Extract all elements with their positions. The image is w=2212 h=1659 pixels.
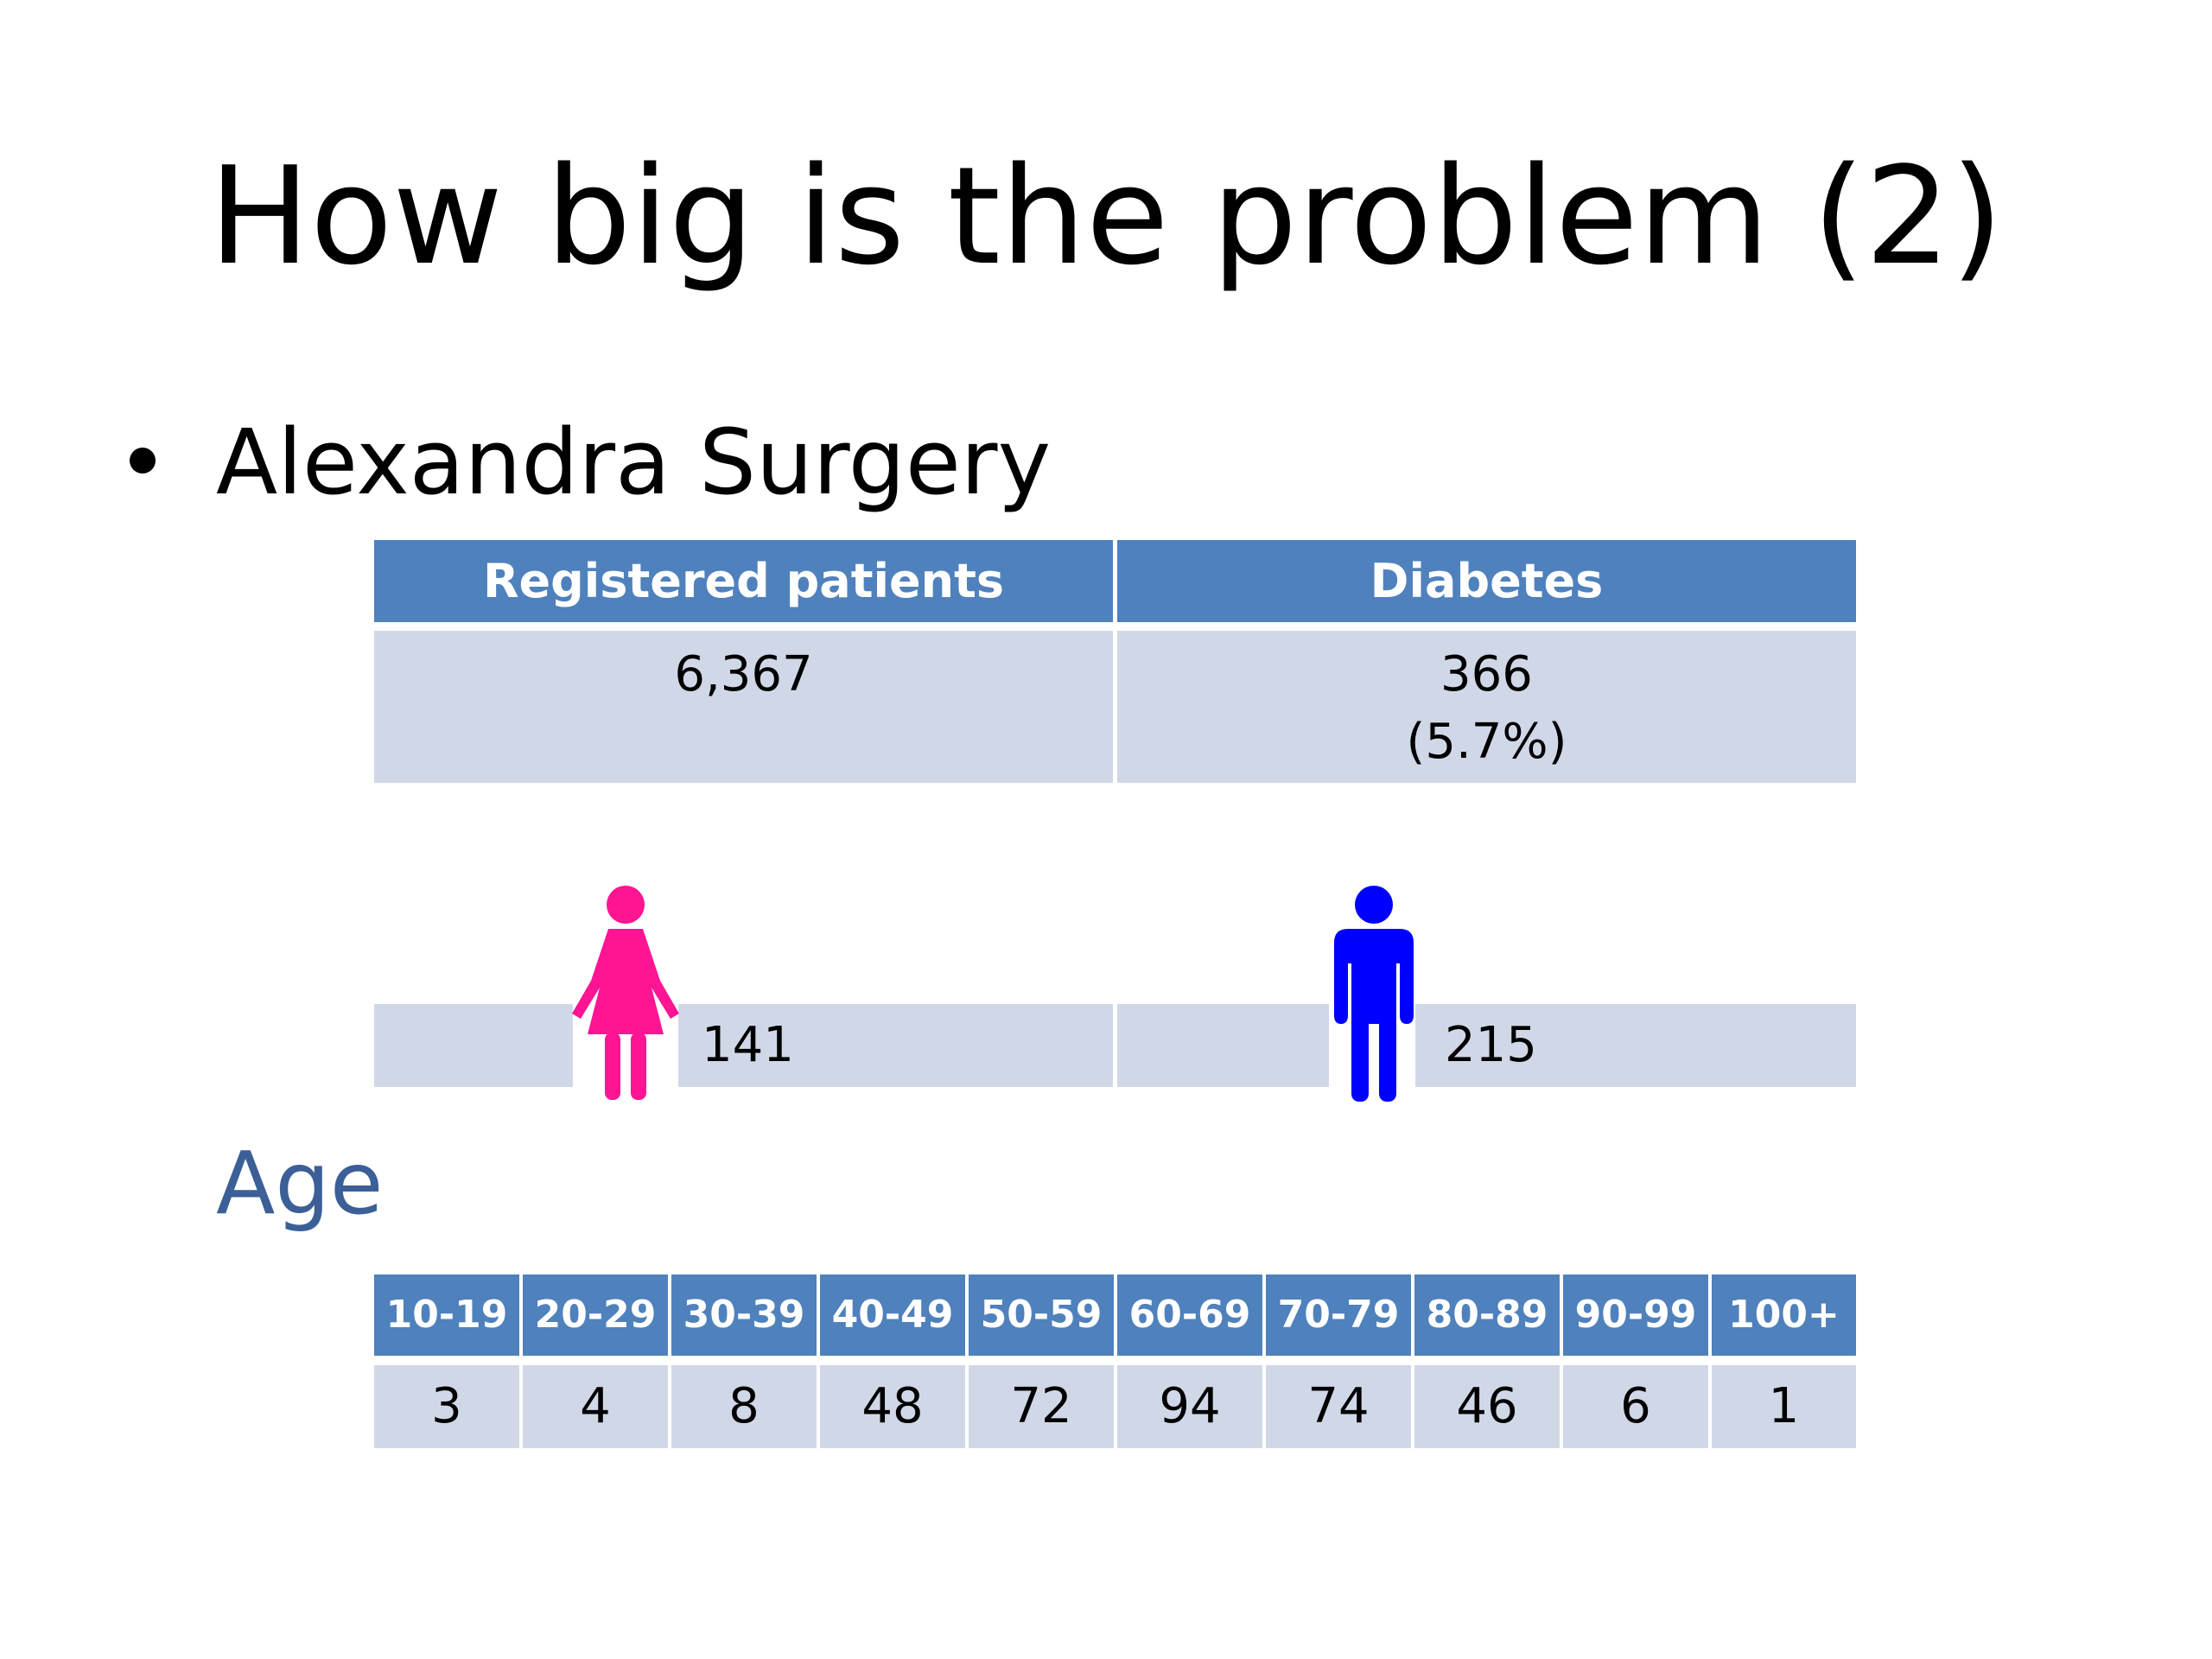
diabetes-percent: (5.7%) [1406, 714, 1567, 770]
age-count: 8 [671, 1365, 817, 1448]
age-header: 100+ [1712, 1274, 1856, 1356]
slide-title: How big is the problem (2) [208, 137, 2004, 295]
bullet-text: Alexandra Surgery [216, 410, 1052, 515]
diabetes-count: 366 [1440, 646, 1533, 702]
male-icon [1334, 886, 1414, 1102]
age-header: 40-49 [820, 1274, 965, 1356]
bullet-dot-icon [130, 447, 156, 474]
female-bar-right [678, 1004, 1113, 1087]
age-count: 94 [1117, 1365, 1262, 1448]
age-count: 6 [1563, 1365, 1708, 1448]
age-header: 20-29 [523, 1274, 668, 1356]
age-count: 74 [1266, 1365, 1411, 1448]
female-count: 141 [702, 1017, 794, 1073]
age-header: 30-39 [671, 1274, 817, 1356]
registered-patients-count: 6,367 [674, 646, 813, 702]
age-header: 80-89 [1414, 1274, 1560, 1356]
age-header: 50-59 [969, 1274, 1114, 1356]
header-registered-patients: Registered patients [374, 540, 1113, 622]
age-header: 70-79 [1266, 1274, 1411, 1356]
age-header: 90-99 [1563, 1274, 1708, 1356]
header-diabetes: Diabetes [1117, 540, 1856, 622]
age-count: 4 [523, 1365, 668, 1448]
age-count: 72 [969, 1365, 1114, 1448]
age-count: 46 [1414, 1365, 1560, 1448]
diabetes-value: 366 (5.7%) [1117, 631, 1856, 783]
age-count: 48 [820, 1365, 965, 1448]
male-bar-left [1117, 1004, 1329, 1087]
male-count: 215 [1445, 1017, 1537, 1073]
age-label: Age [216, 1133, 384, 1234]
female-bar-left [374, 1004, 573, 1087]
age-count: 3 [374, 1365, 519, 1448]
registered-patients-value: 6,367 [374, 631, 1113, 783]
age-header: 60-69 [1117, 1274, 1262, 1356]
female-icon [572, 886, 679, 1100]
bullet-item: Alexandra Surgery [130, 406, 1051, 518]
age-header: 10-19 [374, 1274, 519, 1356]
age-count: 1 [1712, 1365, 1856, 1448]
male-bar-right [1415, 1004, 1856, 1087]
